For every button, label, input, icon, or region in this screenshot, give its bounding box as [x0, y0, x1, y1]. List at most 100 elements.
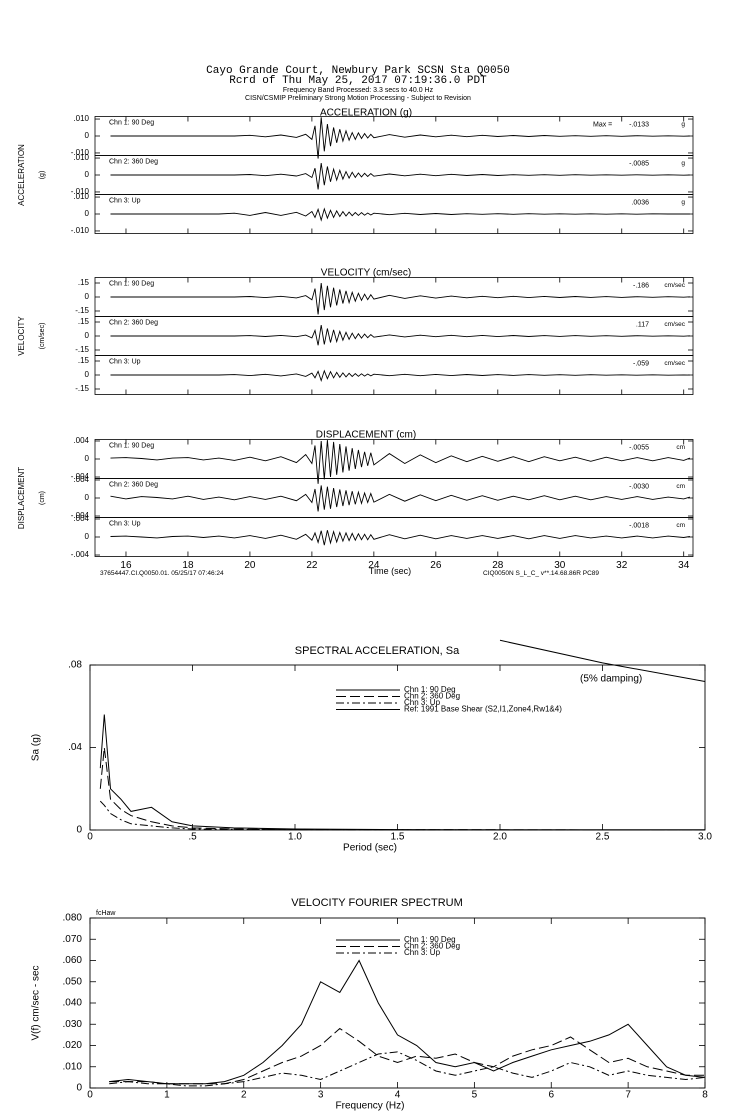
trace: [110, 117, 690, 159]
trace: [110, 529, 690, 546]
peak-label: -.0085: [629, 160, 649, 167]
channel-label: Chn 1: 90 Deg: [109, 119, 154, 126]
y-tick-label: .010: [63, 1061, 83, 1072]
x-axis-label: Time (sec): [369, 566, 411, 576]
legend-label: Chn 2: 360 Deg: [404, 692, 460, 701]
y-tick-label: .04: [68, 742, 82, 753]
x-tick-label: 20: [244, 560, 256, 571]
y-tick-label: .004: [73, 514, 89, 523]
y-tick-label: .070: [63, 934, 83, 945]
y-axis-label: DISPLACEMENT: [17, 467, 26, 529]
y-tick-label: 0: [76, 825, 82, 836]
peak-label: .117: [636, 321, 649, 328]
peak-label: -.0055: [629, 444, 649, 451]
x-tick-label: 30: [554, 560, 566, 571]
peak-label: -.0030: [629, 483, 649, 490]
peak-units: cm/sec: [664, 321, 685, 328]
legend-label: Chn 3: Up: [404, 698, 441, 707]
peak-label: -.0018: [629, 522, 649, 529]
peak-units: g: [681, 160, 685, 167]
peak-units: cm/sec: [664, 282, 685, 289]
peak-units: cm: [676, 483, 685, 490]
header-line: CISN/CSMIP Preliminary Strong Motion Pro…: [245, 95, 471, 102]
x-tick-label: 2.0: [493, 832, 507, 843]
channel-label: Chn 1: 90 Deg: [109, 442, 154, 449]
channel-label: Chn 1: 90 Deg: [109, 280, 154, 287]
legend-label: Chn 1: 90 Deg: [404, 685, 456, 694]
chart-title: ACCELERATION (g): [320, 108, 412, 119]
legend-label: Chn 1: 90 Deg: [404, 935, 456, 944]
footer-right: CIQ0050N S_L_C_ v**.14.68.86R PC89: [483, 570, 599, 577]
x-tick-label: 34: [678, 560, 690, 571]
channel-label: Chn 3: Up: [109, 520, 141, 527]
peak-units: cm: [676, 522, 685, 529]
corner-text: fcHaw: [96, 910, 116, 917]
channel-label: Chn 2: 360 Deg: [109, 319, 158, 326]
y-tick-label: 0: [85, 131, 90, 140]
y-tick-label: 0: [85, 292, 90, 301]
y-tick-label: -.004: [71, 550, 90, 559]
y-tick-label: 0: [85, 170, 90, 179]
series-line: [99, 800, 705, 831]
trace: [110, 440, 691, 484]
y-tick-label: 0: [85, 493, 90, 502]
y-tick-label: -.004: [71, 511, 90, 520]
x-tick-label: 0: [87, 1090, 93, 1101]
y-axis-label: VELOCITY: [17, 316, 26, 356]
series-line: [99, 747, 705, 831]
channel-frame: [94, 439, 694, 479]
x-tick-label: 8: [702, 1090, 708, 1101]
y-axis-label: Sa (g): [31, 734, 42, 761]
y-tick-label: .080: [63, 913, 83, 924]
series-line: [99, 714, 705, 831]
trace: [110, 369, 690, 382]
y-tick-label: -.15: [75, 306, 89, 315]
trace: [110, 325, 690, 346]
y-tick-label: .020: [63, 1040, 83, 1051]
x-tick-label: 24: [368, 560, 380, 571]
y-tick-label: .030: [63, 1019, 83, 1030]
x-axis-label: Period (sec): [343, 843, 397, 854]
x-tick-label: 16: [120, 560, 132, 571]
header-line: Rcrd of Thu May 25, 2017 07:19:36.0 PDT: [229, 75, 487, 87]
y-tick-label: 0: [85, 331, 90, 340]
y-tick-label: .004: [73, 436, 89, 445]
series-line: [499, 639, 706, 682]
x-tick-label: 0: [87, 832, 93, 843]
x-tick-label: 4: [395, 1090, 401, 1101]
x-tick-label: 2: [241, 1090, 247, 1101]
peak-units: cm: [676, 444, 685, 451]
max-prefix: Max =: [593, 121, 612, 128]
y-tick-label: .15: [78, 278, 90, 287]
y-tick-label: .010: [73, 153, 89, 162]
x-tick-label: 3: [318, 1090, 324, 1101]
y-tick-label: -.15: [75, 345, 89, 354]
channel-frame: [94, 478, 694, 518]
x-tick-label: 26: [430, 560, 442, 571]
peak-label: -.186: [633, 282, 649, 289]
peak-units: g: [681, 199, 685, 206]
y-tick-label: -.004: [71, 472, 90, 481]
legend-label: Chn 3: Up: [404, 948, 441, 957]
footer-left: 37654447.CI.Q0050.01. 05/25/17 07:46:24: [100, 570, 224, 577]
x-tick-label: 7: [625, 1090, 631, 1101]
legend-label: Ref: 1991 Base Shear (S2,I1,Zone4,Rw1&4): [404, 705, 562, 714]
trace: [110, 485, 691, 512]
x-tick-label: 3.0: [698, 832, 712, 843]
y-axis-label: V(f) cm/sec - sec: [31, 965, 42, 1040]
channel-frame: [94, 517, 694, 557]
channel-label: Chn 3: Up: [109, 358, 141, 365]
y-tick-label: .15: [78, 356, 90, 365]
trace: [110, 282, 690, 315]
x-tick-label: 1.5: [391, 832, 405, 843]
y-tick-label: -.15: [75, 384, 89, 393]
peak-units: cm/sec: [664, 360, 685, 367]
y-tick-label: .08: [68, 660, 82, 671]
series-line: [109, 1051, 706, 1087]
y-tick-label: .050: [63, 976, 83, 987]
x-tick-label: 28: [492, 560, 504, 571]
y-tick-label: .010: [73, 114, 89, 123]
y-tick-label: 0: [85, 454, 90, 463]
series-line: [109, 959, 706, 1085]
